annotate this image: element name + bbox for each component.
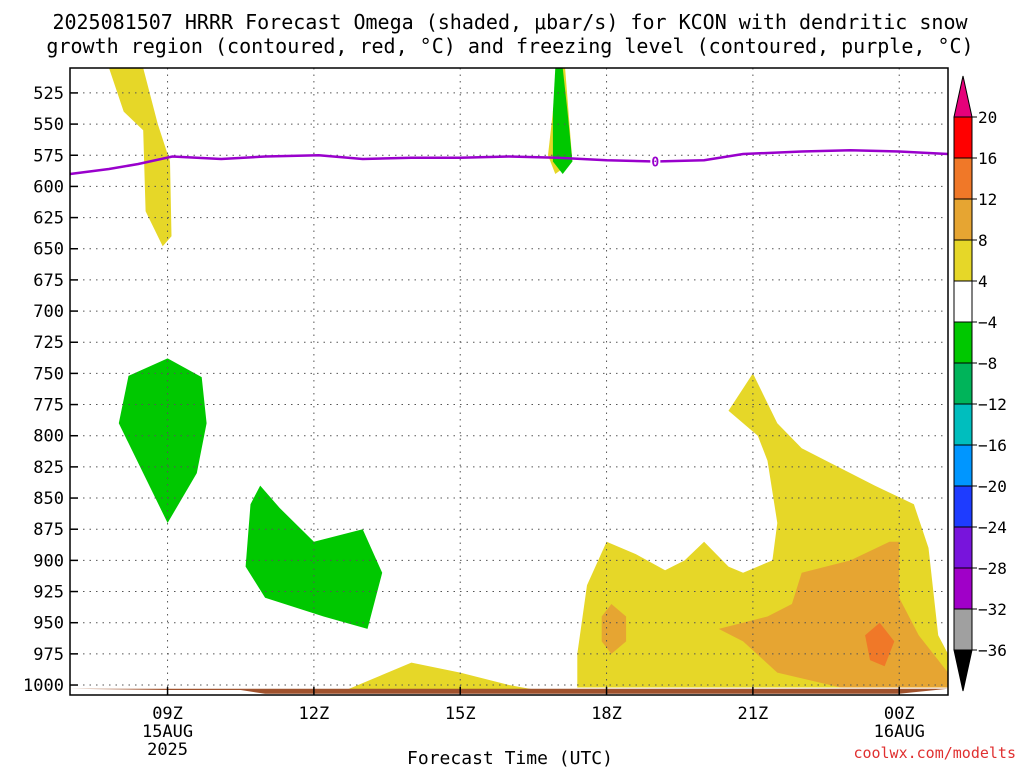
title-line-1: 2025081507 HRRR Forecast Omega (shaded, … [52,10,968,34]
colorbar-swatch-3 [953,239,973,282]
y-tick-label-525: 525 [33,84,64,104]
freezing-level-label: 0 [651,155,659,170]
y-tick-label-850: 850 [33,489,64,509]
colorbar-swatch-12 [953,608,973,651]
y-tick-label-825: 825 [33,458,64,478]
y-tick-label-625: 625 [33,209,64,229]
surface-band [70,688,948,694]
freezing-level: 0 [69,149,949,176]
omega-region-3 [118,358,207,523]
omega-region-9 [865,622,895,667]
x-tick-label-9-0: 09Z [152,704,183,724]
y-tick-label-875: 875 [33,520,64,540]
omega-region-0 [109,68,172,247]
x-tick-label-24-0: 00Z [884,704,915,724]
y-tick-label-975: 975 [33,645,64,665]
y-tick-label-575: 575 [33,146,64,166]
colorbar-label-9: −20 [978,477,1007,496]
grid-lines [70,68,948,695]
title-line-2: growth region (contoured, red, °C) and f… [46,34,973,58]
x-tick-label-12-0: 12Z [299,704,330,724]
x-tick-label-9-1: 15AUG [142,722,193,742]
y-tick-label-775: 775 [33,396,64,416]
chart-title: 2025081507 HRRR Forecast Omega (shaded, … [46,10,973,58]
x-tick-label-15-0: 15Z [445,704,476,724]
colorbar-swatch-8 [953,444,973,487]
y-tick-label-550: 550 [33,115,64,135]
colorbar-swatch-6 [953,362,973,405]
colorbar-swatch-9 [953,485,973,528]
y-tick-label-950: 950 [33,614,64,634]
colorbar-top-arrow [953,75,973,118]
omega-region-8 [601,604,627,654]
freezing-level-line [69,149,949,176]
colorbar-bottom-arrow [953,649,973,692]
colorbar-label-11: −28 [978,559,1007,578]
colorbar-label-8: −16 [978,436,1007,455]
omega-region-4 [245,485,383,629]
y-tick-label-1000: 1000 [23,676,64,696]
y-tick-label-700: 700 [33,302,64,322]
colorbar-label-6: −8 [978,354,997,373]
colorbar-label-2: 12 [978,190,997,209]
y-tick-label-650: 650 [33,240,64,260]
x-tick-label-9-2: 2025 [147,740,188,760]
omega-region-7 [718,541,948,688]
x-tick-label-18-0: 18Z [591,704,622,724]
colorbar: 20 16 12 8 4 −4 −8 −12 −16 −20 −24 −28 −32 −36 [953,75,1007,692]
colorbar-label-1: 16 [978,149,997,168]
colorbar-swatch-4 [953,280,973,323]
colorbar-label-12: −32 [978,600,1007,619]
y-tick-label-725: 725 [33,333,64,353]
colorbar-label-3: 8 [978,231,988,250]
y-tick-label-800: 800 [33,427,64,447]
colorbar-swatch-2 [953,198,973,241]
omega-shading [109,68,948,692]
colorbar-swatch-0 [953,116,973,159]
colorbar-label-4: 4 [978,272,988,291]
x-axis-label: Forecast Time (UTC) [407,748,613,768]
x-tick-label-21-0: 21Z [738,704,769,724]
colorbar-swatch-10 [953,526,973,569]
colorbar-label-13: −36 [978,641,1007,660]
plot-area: 0 [69,67,949,696]
y-axis: 525 550 575 600 625 650 675 700 725 750 775 800 825 8… [23,84,78,696]
colorbar-label-5: −4 [978,313,997,332]
plot-frame [69,67,949,696]
colorbar-swatch-1 [953,157,973,200]
omega-region-2 [552,68,573,174]
y-tick-label-600: 600 [33,177,64,197]
colorbar-label-10: −24 [978,518,1007,537]
y-tick-label-675: 675 [33,271,64,291]
colorbar-label-0: 20 [978,108,997,127]
omega-region-6 [343,662,544,692]
y-tick-label-750: 750 [33,364,64,384]
y-tick-label-925: 925 [33,583,64,603]
surface-band-shape [70,688,948,694]
y-tick-label-900: 900 [33,551,64,571]
colorbar-swatch-7 [953,403,973,446]
freezing-label-bg [650,153,661,169]
colorbar-swatch-5 [953,321,973,364]
credit-text: coolwx.com/modelts [853,744,1016,762]
colorbar-swatch-11 [953,567,973,610]
colorbar-label-7: −12 [978,395,1007,414]
x-tick-label-24-1: 16AUG [874,722,925,742]
